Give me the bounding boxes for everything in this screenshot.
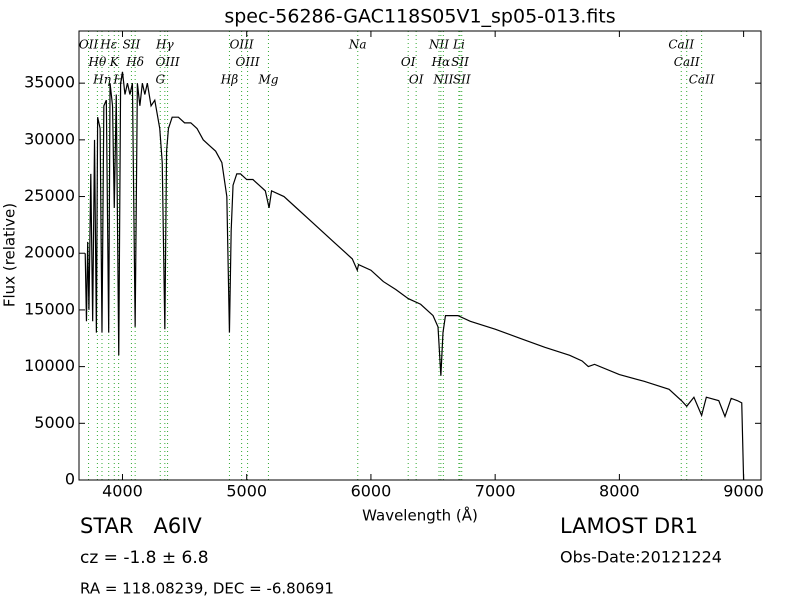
spectral-line-label: OIII bbox=[156, 55, 180, 69]
y-tick-label: 0 bbox=[65, 470, 75, 489]
y-tick-label: 15000 bbox=[24, 299, 75, 318]
redshift: cz = -1.8 ± 6.8 bbox=[80, 548, 209, 568]
spectral-line-label: Hη bbox=[92, 73, 111, 87]
spectral-line-label: CaII bbox=[668, 38, 694, 52]
spectral-line-label: CaII bbox=[689, 73, 715, 87]
plot-frame bbox=[78, 30, 762, 481]
spectral-line-label: SII bbox=[453, 73, 471, 87]
chart-title: spec-56286-GAC118S05V1_sp05-013.fits bbox=[224, 6, 615, 28]
spectral-line-label: OI bbox=[409, 73, 424, 87]
spectral-line-label: Mg bbox=[257, 73, 278, 87]
spectral-line-label: Hα bbox=[431, 55, 451, 69]
class-label: STAR A6IV bbox=[80, 514, 202, 538]
spectral-line-label: Hδ bbox=[125, 55, 144, 69]
spectral-line-label: Hε bbox=[99, 38, 117, 52]
spectral-line-label: Hγ bbox=[155, 38, 174, 52]
x-axis-label: Wavelength (Å) bbox=[362, 506, 478, 525]
spectral-line-label: Li bbox=[452, 38, 465, 52]
spectral-line-label: OIII bbox=[230, 38, 254, 52]
survey: LAMOST DR1 bbox=[560, 514, 698, 538]
x-tick-label: 7000 bbox=[475, 482, 516, 501]
spectral-line-label: OII bbox=[79, 38, 99, 52]
spectral-line-label: G bbox=[155, 73, 165, 87]
x-tick-label: 8000 bbox=[599, 482, 640, 501]
x-tick-label: 6000 bbox=[351, 482, 392, 501]
spectral-line-label: OIII bbox=[236, 55, 260, 69]
spectral-line-label: Na bbox=[348, 38, 367, 52]
spectral-line-label: SII bbox=[123, 38, 141, 52]
spectral-line-label: OI bbox=[401, 55, 416, 69]
spectral-line-label: SII bbox=[451, 55, 469, 69]
obs-date: Obs-Date:20121224 bbox=[560, 548, 722, 567]
spectral-line-label: Hβ bbox=[220, 73, 238, 87]
spectral-line-label: NII bbox=[428, 38, 449, 52]
y-tick-label: 35000 bbox=[24, 73, 75, 92]
spectral-line-label: NII bbox=[432, 73, 453, 87]
x-tick-label: 5000 bbox=[226, 482, 267, 501]
y-tick-label: 30000 bbox=[24, 129, 75, 148]
y-axis-label: Flux (relative) bbox=[1, 203, 19, 307]
spectral-line-label: K bbox=[109, 55, 120, 69]
y-tick-label: 10000 bbox=[24, 356, 75, 375]
spectral-line-label: Hθ bbox=[88, 55, 107, 69]
y-tick-label: 5000 bbox=[34, 413, 75, 432]
x-tick-label: 4000 bbox=[102, 482, 143, 501]
y-tick-label: 20000 bbox=[24, 243, 75, 262]
y-tick-label: 25000 bbox=[24, 186, 75, 205]
coordinates: RA = 118.08239, DEC = -6.80691 bbox=[80, 580, 334, 598]
spectrum bbox=[84, 71, 745, 481]
x-tick-label: 9000 bbox=[723, 482, 764, 501]
spectral-line-label: CaII bbox=[674, 55, 700, 69]
